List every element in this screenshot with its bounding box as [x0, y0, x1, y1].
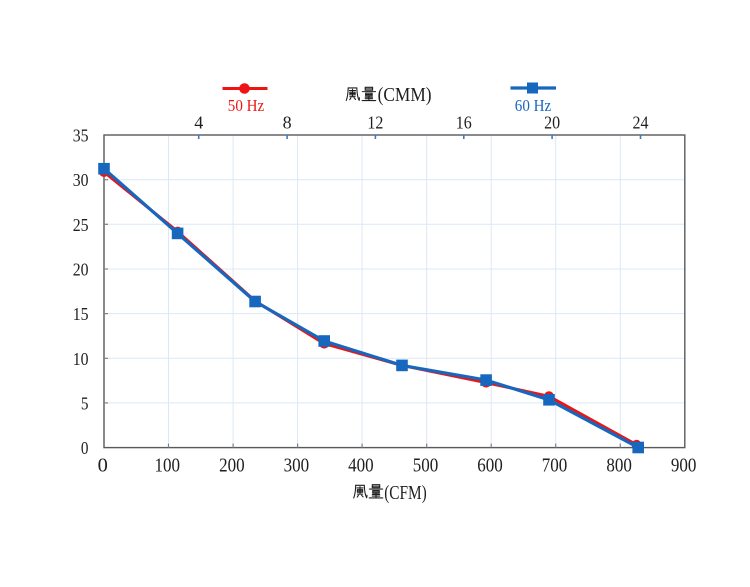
svg-text:35: 35	[73, 126, 89, 146]
svg-text:800: 800	[606, 455, 632, 477]
svg-text:10: 10	[73, 349, 89, 369]
svg-text:60 Hz: 60 Hz	[515, 96, 552, 115]
svg-text:700: 700	[542, 455, 568, 477]
svg-text:900: 900	[671, 455, 697, 477]
svg-text:400: 400	[348, 455, 374, 477]
svg-text:8: 8	[283, 113, 292, 133]
svg-text:600: 600	[477, 455, 503, 477]
svg-text:0: 0	[81, 438, 89, 458]
svg-text:50 Hz: 50 Hz	[228, 96, 265, 115]
svg-text:(CMM): (CMM)	[378, 84, 432, 106]
svg-text:5: 5	[81, 393, 89, 413]
svg-text:25: 25	[73, 215, 89, 235]
svg-text:4: 4	[194, 113, 203, 133]
svg-text:24: 24	[633, 113, 649, 133]
svg-text:300: 300	[284, 455, 310, 477]
svg-text:30: 30	[73, 170, 89, 190]
svg-text:15: 15	[73, 304, 89, 324]
svg-text:20: 20	[73, 260, 89, 280]
svg-text:0: 0	[98, 455, 108, 477]
svg-text:12: 12	[367, 113, 383, 133]
svg-text:200: 200	[219, 455, 245, 477]
svg-text:20: 20	[544, 113, 560, 133]
svg-text:(CFM): (CFM)	[384, 482, 427, 504]
svg-text:500: 500	[413, 455, 439, 477]
svg-text:16: 16	[456, 113, 472, 133]
svg-text:100: 100	[155, 455, 181, 477]
